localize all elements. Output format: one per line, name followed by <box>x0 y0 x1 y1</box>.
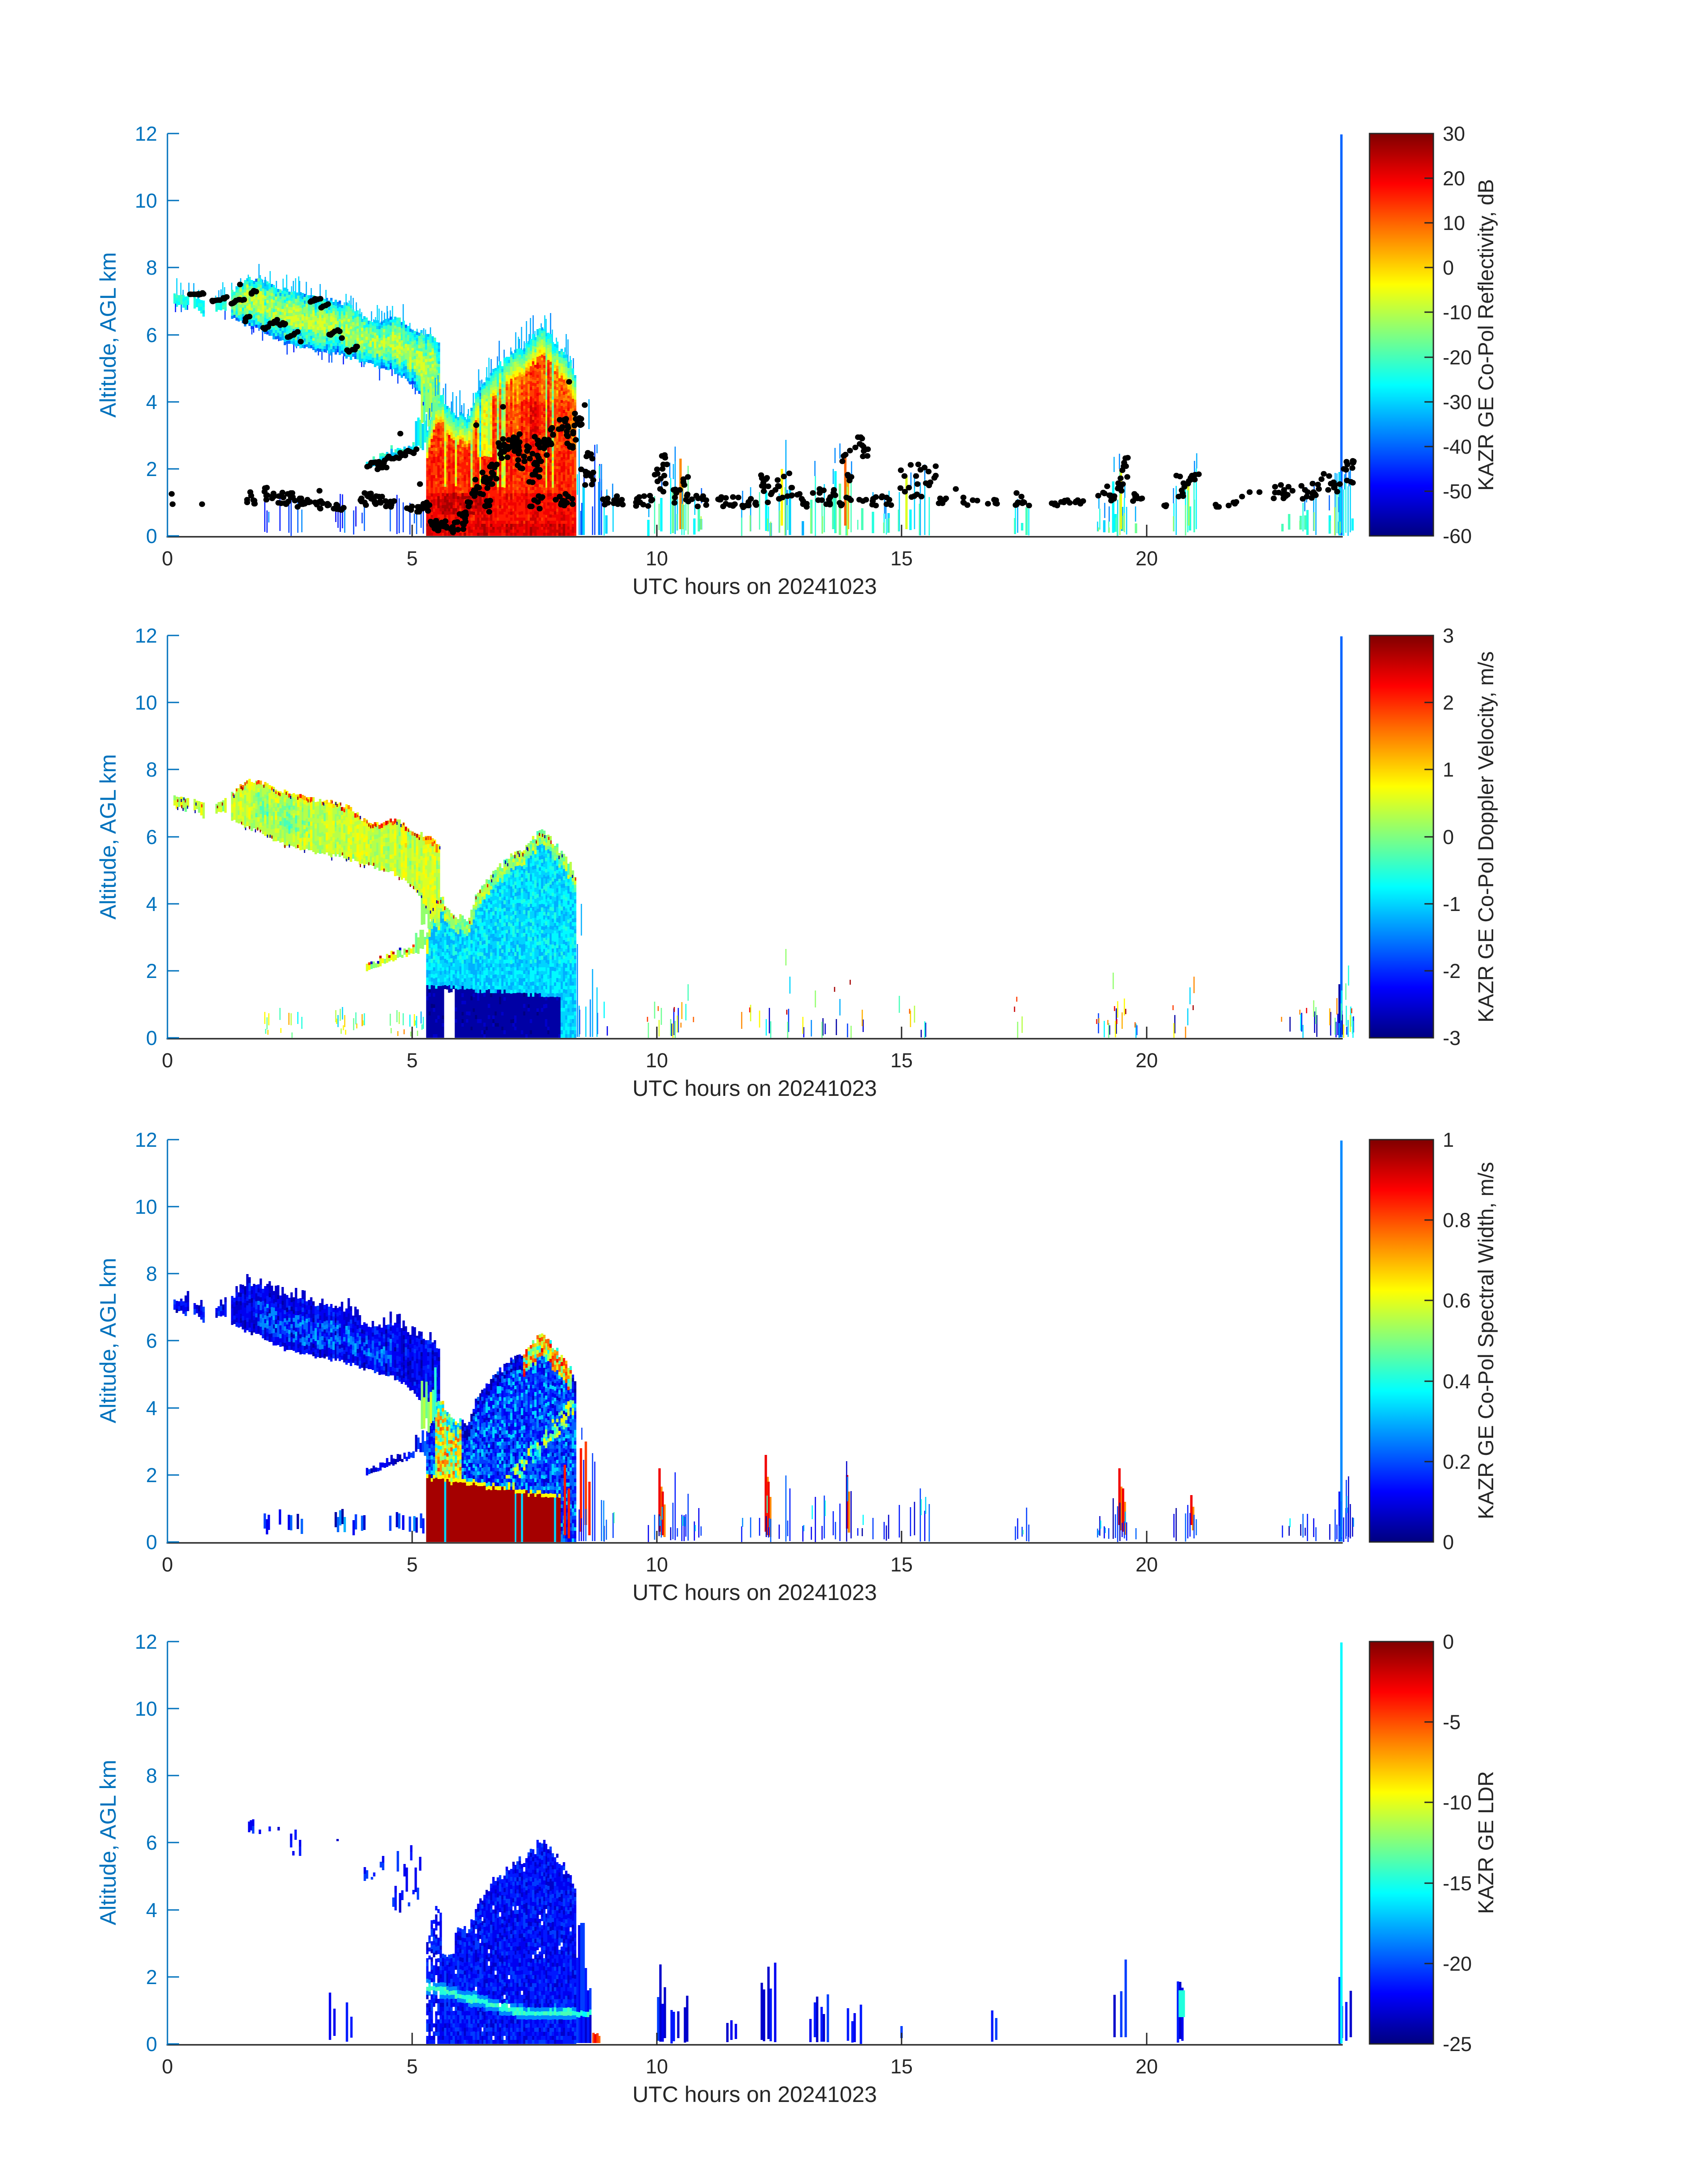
svg-text:20: 20 <box>1136 2055 1158 2078</box>
svg-text:0.2: 0.2 <box>1443 1450 1471 1473</box>
svg-text:0.8: 0.8 <box>1443 1209 1471 1232</box>
svg-text:0.4: 0.4 <box>1443 1370 1471 1393</box>
svg-text:20: 20 <box>1136 547 1158 570</box>
svg-text:-50: -50 <box>1443 480 1472 503</box>
svg-text:0: 0 <box>162 1553 173 1576</box>
svg-text:15: 15 <box>890 1049 913 1072</box>
svg-text:12: 12 <box>135 1128 157 1151</box>
svg-text:10: 10 <box>135 1697 157 1720</box>
svg-text:0: 0 <box>146 525 157 547</box>
svg-text:2: 2 <box>146 458 157 481</box>
svg-text:Altitude, AGL km: Altitude, AGL km <box>96 252 121 418</box>
svg-text:-1: -1 <box>1443 893 1461 915</box>
svg-text:UTC hours on 20241023: UTC hours on 20241023 <box>632 574 877 599</box>
svg-text:-5: -5 <box>1443 1711 1461 1734</box>
svg-text:-10: -10 <box>1443 301 1472 324</box>
svg-text:UTC hours on 20241023: UTC hours on 20241023 <box>632 1076 877 1101</box>
svg-text:UTC hours on 20241023: UTC hours on 20241023 <box>632 1580 877 1605</box>
svg-text:8: 8 <box>146 758 157 781</box>
svg-text:20: 20 <box>1136 1553 1158 1576</box>
svg-text:0: 0 <box>146 2033 157 2056</box>
svg-text:4: 4 <box>146 1397 157 1420</box>
svg-text:-20: -20 <box>1443 1952 1472 1975</box>
svg-text:8: 8 <box>146 1262 157 1285</box>
svg-text:Altitude, AGL km: Altitude, AGL km <box>96 754 121 920</box>
svg-text:2: 2 <box>146 960 157 982</box>
svg-text:KAZR GE Co-Pol Reflectivity, d: KAZR GE Co-Pol Reflectivity, dB <box>1474 179 1498 491</box>
svg-text:8: 8 <box>146 256 157 279</box>
svg-text:-60: -60 <box>1443 525 1472 547</box>
svg-text:6: 6 <box>146 1831 157 1854</box>
svg-text:1: 1 <box>1443 758 1454 781</box>
svg-text:30: 30 <box>1443 122 1465 145</box>
svg-text:10: 10 <box>646 2055 668 2078</box>
svg-text:0: 0 <box>1443 826 1454 848</box>
svg-text:5: 5 <box>406 2055 418 2078</box>
svg-text:5: 5 <box>406 547 418 570</box>
svg-text:0: 0 <box>1443 256 1454 279</box>
svg-text:20: 20 <box>1443 167 1465 190</box>
svg-text:0: 0 <box>162 547 173 570</box>
svg-text:10: 10 <box>135 189 157 212</box>
svg-text:Altitude, AGL km: Altitude, AGL km <box>96 1258 121 1424</box>
svg-text:0: 0 <box>146 1027 157 1049</box>
svg-text:Altitude, AGL km: Altitude, AGL km <box>96 1760 121 1926</box>
svg-text:KAZR GE Co-Pol Doppler Velocit: KAZR GE Co-Pol Doppler Velocity, m/s <box>1474 651 1498 1022</box>
svg-text:4: 4 <box>146 893 157 915</box>
svg-text:6: 6 <box>146 1329 157 1352</box>
svg-text:5: 5 <box>406 1049 418 1072</box>
svg-text:15: 15 <box>890 1553 913 1576</box>
svg-text:-2: -2 <box>1443 960 1461 982</box>
svg-text:-15: -15 <box>1443 1872 1472 1895</box>
svg-text:0: 0 <box>162 1049 173 1072</box>
svg-text:0: 0 <box>1443 1531 1454 1554</box>
svg-text:4: 4 <box>146 1899 157 1922</box>
svg-text:-10: -10 <box>1443 1791 1472 1814</box>
svg-text:20: 20 <box>1136 1049 1158 1072</box>
svg-text:10: 10 <box>1443 212 1465 234</box>
svg-text:10: 10 <box>646 547 668 570</box>
svg-text:15: 15 <box>890 547 913 570</box>
svg-text:-20: -20 <box>1443 346 1472 369</box>
svg-text:6: 6 <box>146 826 157 848</box>
svg-text:0.6: 0.6 <box>1443 1289 1471 1312</box>
svg-text:0: 0 <box>146 1531 157 1554</box>
svg-text:10: 10 <box>646 1049 668 1072</box>
svg-text:2: 2 <box>146 1464 157 1487</box>
svg-text:12: 12 <box>135 122 157 145</box>
svg-text:2: 2 <box>1443 691 1454 714</box>
svg-text:1: 1 <box>1443 1128 1454 1151</box>
svg-text:UTC hours on 20241023: UTC hours on 20241023 <box>632 2082 877 2107</box>
svg-text:12: 12 <box>135 1630 157 1653</box>
svg-text:-25: -25 <box>1443 2033 1472 2056</box>
svg-text:10: 10 <box>646 1553 668 1576</box>
svg-text:KAZR GE Co-Pol Spectral Width,: KAZR GE Co-Pol Spectral Width, m/s <box>1474 1162 1498 1519</box>
svg-text:-3: -3 <box>1443 1027 1461 1049</box>
svg-text:8: 8 <box>146 1764 157 1787</box>
svg-text:KAZR GE LDR: KAZR GE LDR <box>1474 1771 1498 1914</box>
svg-text:-40: -40 <box>1443 435 1472 458</box>
svg-text:4: 4 <box>146 391 157 414</box>
svg-text:6: 6 <box>146 324 157 347</box>
svg-text:-30: -30 <box>1443 391 1472 414</box>
svg-text:2: 2 <box>146 1966 157 1989</box>
svg-text:10: 10 <box>135 691 157 714</box>
svg-text:15: 15 <box>890 2055 913 2078</box>
svg-text:12: 12 <box>135 624 157 647</box>
svg-text:5: 5 <box>406 1553 418 1576</box>
svg-text:0: 0 <box>162 2055 173 2078</box>
svg-text:3: 3 <box>1443 624 1454 647</box>
svg-text:0: 0 <box>1443 1630 1454 1653</box>
svg-text:10: 10 <box>135 1195 157 1218</box>
